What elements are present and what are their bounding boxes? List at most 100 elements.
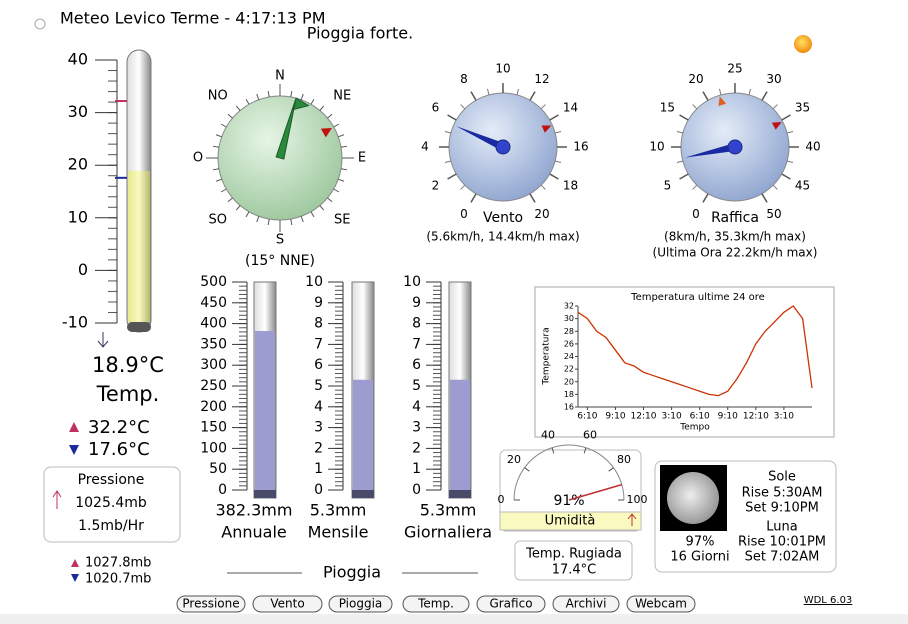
nav-button[interactable] — [252, 595, 323, 613]
nav-button-label[interactable]: Archivi — [566, 597, 607, 611]
gauge-minor-tick — [772, 104, 778, 110]
nav-button[interactable] — [476, 595, 546, 613]
compass-tick — [245, 98, 250, 105]
y-tick-label: 28 — [564, 327, 574, 336]
nav-button[interactable] — [402, 595, 470, 613]
compass-tick — [212, 145, 220, 148]
compass-tick — [340, 145, 348, 148]
humidity-band — [499, 511, 642, 531]
compass-label: NO — [208, 88, 228, 103]
max-icon — [69, 422, 79, 432]
humidity-value: 91% — [553, 493, 584, 509]
gauge-minor-tick — [692, 184, 698, 190]
bottom-band — [0, 614, 908, 624]
thermometer-bulb — [127, 322, 151, 332]
moon-set: Set 7:02AM — [745, 550, 820, 565]
nav-button-label[interactable]: Vento — [270, 597, 304, 611]
tick-label: 0 — [78, 260, 88, 279]
nav-button[interactable] — [626, 595, 696, 613]
y-tick-label: 24 — [564, 352, 574, 361]
gauge-tick-label: 0 — [460, 207, 468, 221]
gauge-minor-tick — [486, 88, 490, 95]
tick-label: 1 — [412, 461, 421, 477]
tick-label: 0 — [314, 482, 323, 498]
gauge-needle — [684, 143, 736, 158]
nav-button-label[interactable]: Grafico — [489, 597, 532, 611]
gauge-tick — [702, 193, 709, 203]
radio[interactable] — [34, 18, 46, 30]
gauge-minor-tick — [444, 160, 451, 164]
tick-label: 5 — [314, 378, 323, 394]
gauge-minor-tick — [718, 88, 722, 95]
gauge-minor-tick — [787, 160, 794, 164]
gauge-minor-tick — [787, 130, 794, 134]
tick-label: 0 — [218, 482, 227, 498]
compass-tick — [256, 216, 260, 223]
y-tick-label: 30 — [564, 314, 574, 323]
nav-button[interactable] — [552, 595, 620, 613]
tick-label: 350 — [200, 336, 227, 352]
x-tick-label: 12:10 — [743, 412, 769, 422]
tick-label: 6 — [314, 357, 323, 373]
nav-button-label[interactable]: Temp. — [417, 597, 454, 611]
gauge-tick-label: 2 — [432, 179, 440, 193]
compass-tick — [227, 197, 233, 203]
compass-tick — [300, 216, 304, 223]
gauge-tick — [781, 173, 791, 180]
temp-caption: Temp. — [96, 382, 160, 406]
gauge-tick-label: 20 — [688, 72, 703, 86]
gust-caption: Raffica — [711, 210, 759, 226]
x-tick-label: 6:10 — [577, 412, 597, 422]
nav-button-label[interactable]: Webcam — [635, 597, 687, 611]
humidity-tick-label: 60 — [583, 428, 597, 441]
wind-caption: Vento — [483, 210, 523, 226]
x-tick-label: 9:10 — [718, 412, 738, 422]
gauge-tick-label: 4 — [421, 140, 429, 154]
sun-set: Set 9:10PM — [745, 501, 819, 516]
compass-tick — [220, 188, 227, 193]
min-icon — [69, 445, 79, 455]
tick-label: 2 — [412, 440, 421, 456]
compass-max-marker — [320, 128, 332, 138]
sun-icon — [794, 35, 812, 53]
gauge-tick-label: 45 — [795, 179, 810, 193]
compass-label: SE — [334, 213, 350, 228]
gauge-tick-label: 10 — [649, 140, 664, 154]
pressure-trend-arrow — [52, 490, 62, 509]
tick-label: -10 — [62, 313, 88, 332]
nav-button-label[interactable]: Pressione — [182, 597, 239, 611]
rain-fill — [450, 379, 470, 490]
rain-fill — [255, 330, 275, 490]
rain-value: 5.3mm — [310, 501, 367, 520]
nav-button[interactable] — [328, 595, 393, 613]
x-tick-label: 3:10 — [774, 412, 794, 422]
gauge-tick — [447, 173, 457, 180]
gauge-tick-label: 0 — [692, 207, 700, 221]
thermometer-fill — [128, 170, 150, 322]
tick-label: 30 — [68, 102, 88, 121]
gauge-minor-tick — [444, 130, 451, 134]
humidity-tick — [583, 447, 587, 454]
compass-tick — [235, 205, 241, 211]
humidity-tick-label: 100 — [627, 493, 648, 506]
compass-tick — [290, 218, 293, 226]
compass-tick — [227, 113, 233, 119]
rain-base — [449, 490, 471, 498]
compass-tick — [215, 134, 222, 138]
rain-caption: Giornaliera — [404, 523, 492, 542]
y-tick-label: 22 — [564, 365, 574, 374]
compass-tick — [338, 178, 345, 182]
gauge-tick — [549, 173, 559, 180]
compass-tick — [300, 93, 304, 100]
gauge-tick-label: 40 — [805, 140, 820, 154]
humidity-trend-arrow — [627, 513, 637, 526]
forecast: Pioggia forte. — [307, 24, 413, 43]
humidity-tick-label: 80 — [617, 453, 631, 466]
rain-base — [254, 490, 276, 498]
nav-button-label[interactable]: Pioggia — [339, 597, 383, 611]
gauge-minor-tick — [460, 184, 466, 190]
version-link[interactable]: WDL 6.03 — [804, 595, 853, 606]
compass-tick — [333, 123, 340, 128]
nav-button[interactable] — [176, 595, 246, 613]
